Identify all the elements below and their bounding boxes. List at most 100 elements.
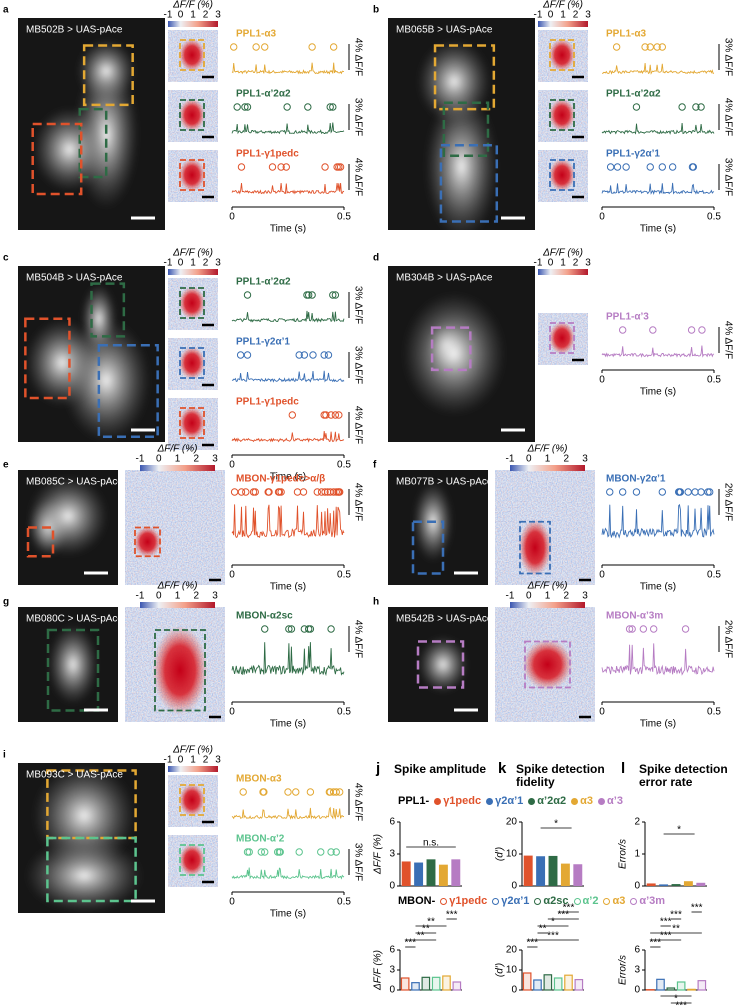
colorbar (140, 465, 215, 471)
bar (656, 978, 665, 991)
trace (231, 867, 345, 880)
spike-marker (285, 625, 293, 633)
fluorescence (76, 39, 136, 103)
roi-box (524, 640, 571, 689)
y-tick-label: 6 (389, 945, 395, 956)
trace-name: MBON-α’3m (606, 611, 663, 622)
colorbar-tick-label: 1 (190, 10, 196, 21)
spike-marker (295, 351, 303, 359)
micrograph (388, 266, 535, 442)
trace (601, 503, 715, 539)
scale-label: 3% ΔF/F (352, 98, 363, 136)
spike-marker (632, 103, 641, 111)
spike-marker (329, 43, 338, 51)
colorbar (510, 465, 585, 471)
colorbar-tick-label: 0 (178, 10, 184, 21)
significance-label: *** (660, 931, 672, 942)
colorbar (168, 21, 218, 27)
heatmap-signal (178, 346, 206, 380)
trace (231, 122, 345, 135)
significance-label: ** (417, 931, 425, 942)
colorbar-tick-label: 2 (563, 454, 569, 465)
legend-item: γ1pedc (434, 795, 481, 807)
colorbar-tick-label: 1 (175, 454, 181, 465)
spike-marker (331, 411, 340, 419)
fluorescence (81, 283, 117, 354)
colorbar (538, 21, 588, 27)
panel-letter: c (3, 253, 9, 264)
trace (601, 122, 715, 135)
heatmap-signal (178, 406, 206, 440)
x-tick-label: 0.5 (707, 375, 721, 386)
legend-item: α2sc (534, 895, 569, 907)
spike-marker (306, 625, 315, 633)
roi-box (179, 347, 205, 379)
y-tick-label: 0 (634, 985, 640, 996)
image-title: MB502B > UAS-pAce (26, 25, 123, 36)
spike-marker (668, 163, 677, 171)
spike-marker (327, 848, 335, 856)
spike-marker (309, 351, 317, 359)
significance-label: n.s. (423, 838, 439, 849)
trace-name: PPL1-γ1pedc (236, 149, 299, 160)
bar (431, 976, 441, 991)
spike-marker (329, 291, 337, 299)
spike-marker (321, 163, 329, 171)
image-title: MB093C > UAS-pAce (26, 770, 123, 781)
colorbar-tick-label: 3 (212, 591, 218, 602)
chart-title: Spike amplitude (394, 762, 487, 776)
colorbar-tick-label: 2 (573, 10, 579, 21)
panel-letter: h (373, 597, 379, 608)
y-tick-label: 0 (634, 881, 640, 892)
panel-letter: l (621, 760, 626, 777)
spike-marker (322, 411, 330, 419)
y-axis-label: ΔF/F (%) (373, 950, 384, 991)
bar (543, 974, 553, 991)
legend-swatch (534, 897, 542, 905)
trace-name: MBON-γ1pedc>α/β (236, 474, 325, 485)
bar (522, 972, 532, 991)
spike-marker (321, 488, 329, 496)
legend-swatch (573, 897, 581, 905)
x-axis-label: Time (s) (640, 719, 676, 730)
spike-marker (618, 326, 627, 334)
spike-marker (653, 43, 661, 51)
spike-marker (245, 848, 253, 856)
heatmap-signal (178, 783, 206, 817)
colorbar-tick-label: 2 (203, 755, 209, 766)
heatmap-signal (548, 38, 576, 72)
spike-marker (257, 848, 265, 856)
colorbar-tick-label: 1 (560, 258, 566, 269)
roi-box (24, 317, 71, 400)
x-tick-label: 0 (599, 707, 605, 718)
spike-marker (299, 488, 308, 496)
roi-box (78, 107, 108, 179)
significance-label: *** (691, 903, 703, 914)
roi-box (519, 520, 551, 575)
legend-label: α3 (580, 795, 593, 807)
roi-box (179, 407, 205, 439)
colorbar-label: ΔF/F (%) (157, 581, 198, 592)
spike-marker (317, 848, 325, 856)
y-tick-label: 1 (634, 849, 640, 860)
significance-label: * (677, 825, 681, 836)
y-tick-label: 20 (506, 817, 518, 828)
significance-label: *** (670, 910, 682, 921)
scale-label: 4% ΔF/F (722, 321, 733, 359)
spike-marker (335, 788, 344, 796)
bar (564, 974, 573, 991)
spike-marker (684, 488, 692, 496)
spike-marker (689, 163, 698, 171)
colorbar-tick-label: -1 (534, 258, 543, 269)
roi-box (46, 836, 137, 903)
spike-marker (241, 103, 249, 111)
spike-marker (632, 488, 641, 496)
legend-swatch (603, 897, 611, 905)
spike-marker (692, 103, 700, 111)
trace-name: MBON-α3 (236, 774, 282, 785)
legend-label: α’3 (607, 795, 623, 807)
roi-box (416, 640, 465, 689)
chart-title: Spike detection fidelity (516, 762, 605, 789)
spike-marker (237, 488, 246, 496)
roi-box (433, 44, 496, 111)
